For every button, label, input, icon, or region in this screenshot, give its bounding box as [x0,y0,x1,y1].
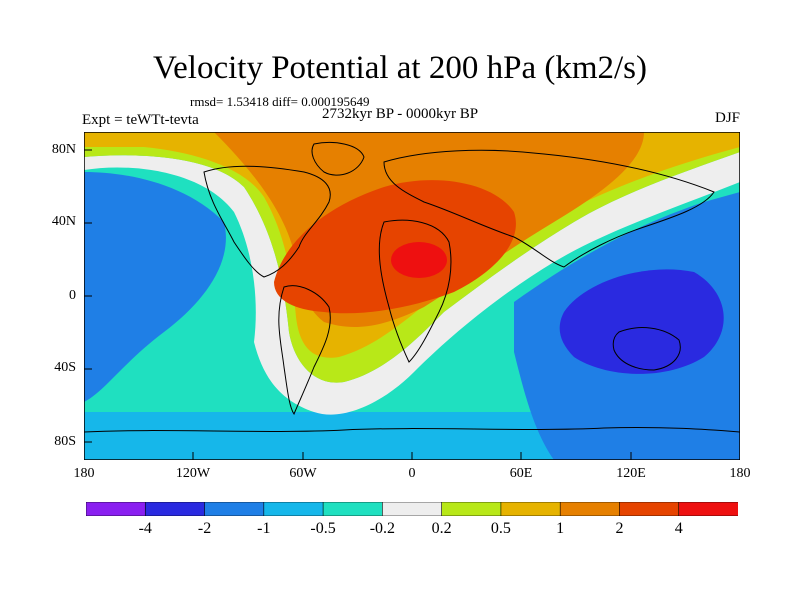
coast-north-america [203,165,331,278]
lon-label-60w: 60W [289,466,317,481]
field-near-zero-band [84,152,740,415]
coast-antarctica [84,426,740,433]
experiment-label: Expt = teWTt-tevta [82,112,199,128]
field-pacific-west-negative [84,172,226,402]
coast-africa [378,219,452,363]
colorbar-segment [559,502,621,516]
colorbar-label: -0.2 [369,520,396,537]
lon-label-120w: 120W [175,466,211,481]
coast-greenland [311,142,365,176]
lat-label-0: 0 [69,288,76,303]
lon-label-60e: 60E [509,466,533,481]
colorbar-segment [382,502,443,516]
colorbar-label: -1 [257,520,271,537]
coast-south-america [278,285,331,416]
colorbar-segment [500,502,561,516]
lon-label-180-left: 180 [73,466,95,481]
period-label: 2732kyr BP - 0000kyr BP [322,106,479,122]
colorbar-segment [441,502,502,516]
lon-label-180-right: 180 [729,466,751,481]
field-positive-core [391,242,447,278]
colorbar-segment [678,502,738,516]
lat-label-80n: 80N [51,142,76,157]
colorbar-segment [86,502,147,516]
colorbar-label: -2 [197,520,212,537]
colorbar-segment [144,502,206,516]
colorbar-label: -0.5 [310,520,336,537]
colorbar-segment [619,502,680,516]
chart-title: Velocity Potential at 200 hPa (km2/s) [152,50,648,86]
lat-label-40s: 40S [54,360,76,375]
colorbar-label: 4 [674,520,683,537]
colorbar-label: 2 [615,520,624,537]
stats-text: rmsd= 1.53418 diff= 0.000195649 [190,94,370,109]
field-maritime-strong-negative [559,269,724,374]
season-label: DJF [714,110,740,126]
colorbar-segment [263,502,324,516]
colorbar-segment [204,502,265,516]
colorbar-label: -4 [138,520,152,537]
colorbar [86,502,738,516]
velocity-potential-map [84,132,740,460]
colorbar-label: 0.5 [490,520,511,537]
lat-label-40n: 40N [51,214,76,229]
colorbar-segment [322,502,384,516]
coast-australia [612,327,681,371]
colorbar-label: 1 [556,520,565,537]
lon-label-0: 0 [408,466,416,481]
lon-label-120e: 120E [616,466,646,481]
colorbar-label: 0.2 [431,520,452,537]
coast-eurasia [383,149,715,268]
lat-label-80s: 80S [54,434,76,449]
